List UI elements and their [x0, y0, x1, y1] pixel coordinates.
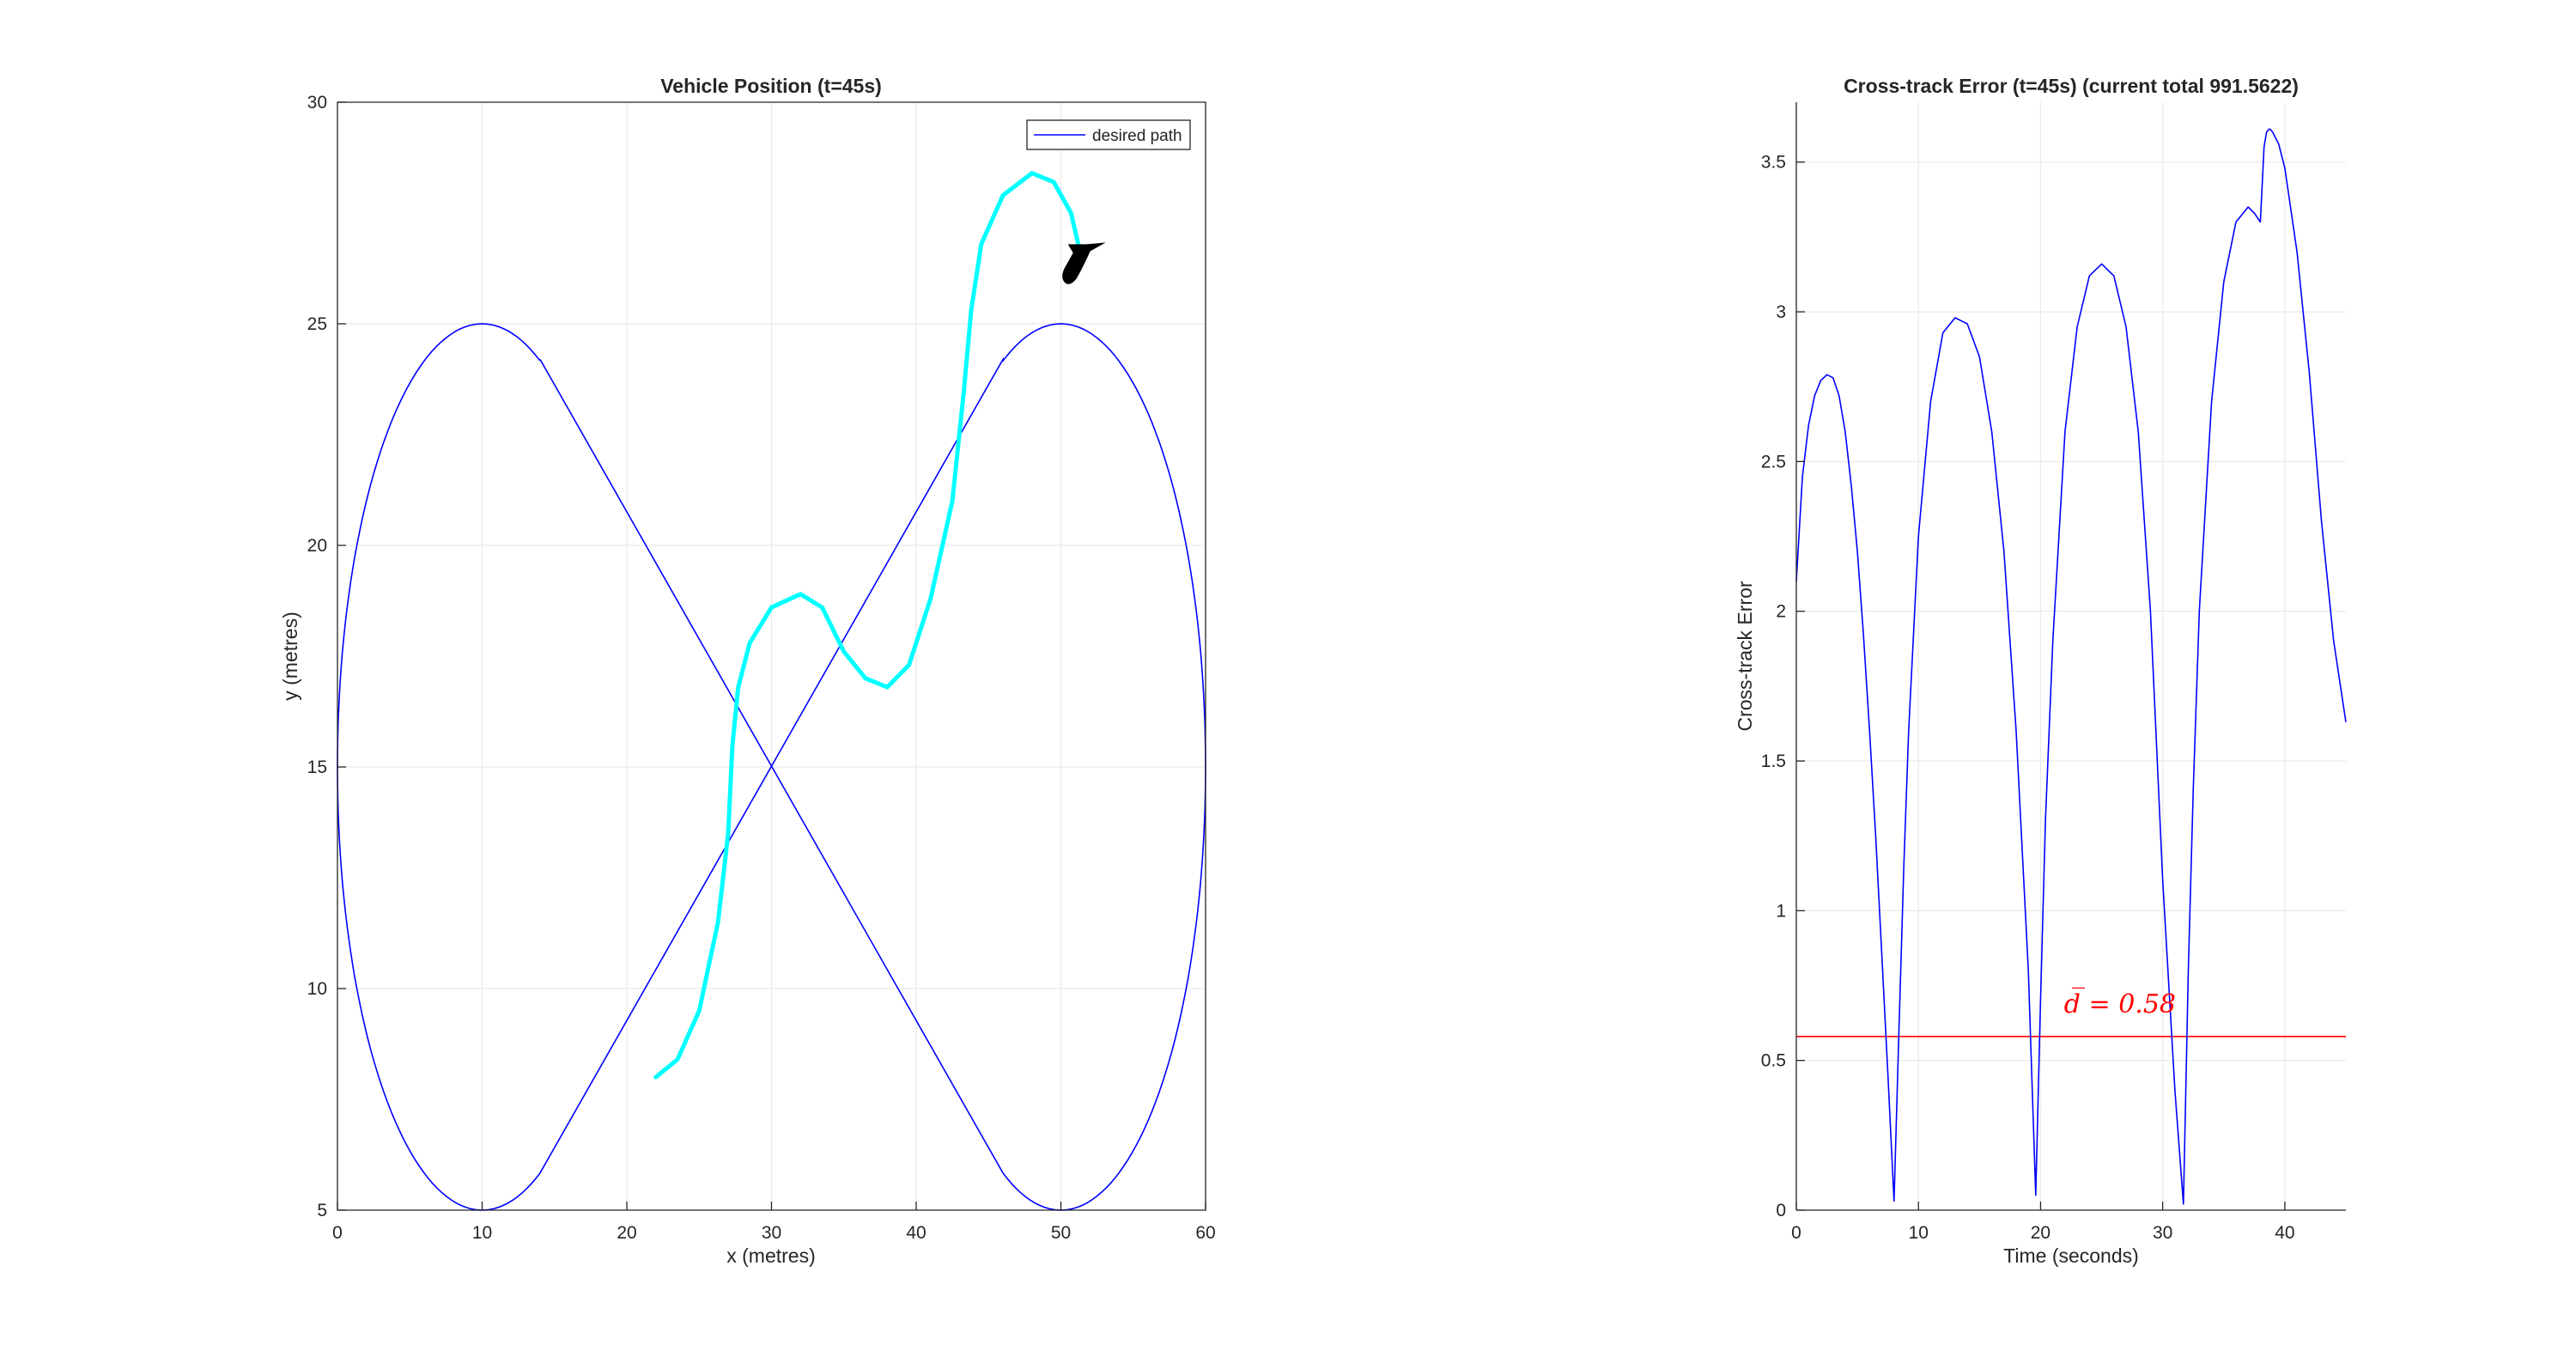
legend-entry-desired-path: desired path [1092, 127, 1182, 145]
vehicle-position-x-tick-label: 20 [617, 1223, 636, 1243]
cross-track-error-y-tick-label: 3 [1776, 302, 1786, 322]
cross-track-error-tick-labels: 0 10 20 30 40 0 0.5 1 1.5 2 2.5 3 3.5 [1761, 153, 2295, 1243]
cross-track-error-chart: 0 10 20 30 40 0 0.5 1 1.5 2 2.5 3 3.5 d̅ = 0.58 Cros… [1734, 75, 2347, 1267]
vehicle-marker [1062, 242, 1106, 284]
cross-track-error-xlabel: Time (seconds) [2003, 1245, 2139, 1267]
cross-track-error-axes-background [1796, 102, 2346, 1210]
vehicle-position-y-tick-label: 5 [317, 1201, 327, 1220]
cross-track-error-x-tick-label: 30 [2153, 1223, 2172, 1243]
cross-track-error-x-tick-label: 10 [1909, 1223, 1929, 1243]
vehicle-position-y-tick-label: 30 [307, 93, 327, 113]
vehicle-position-y-tick-label: 25 [307, 314, 327, 334]
vehicle-position-y-tick-label: 20 [307, 536, 327, 556]
error-polyline [1795, 128, 2347, 1205]
mean-error-annotation: d̅ = 0.58 [2064, 987, 2176, 1019]
vehicle-position-y-tick-label: 10 [307, 979, 327, 999]
cross-track-error-axes-box [1795, 102, 2346, 1211]
cross-track-error-title: Cross-track Error (t=45s) (current total… [1844, 75, 2299, 97]
cross-track-error-y-tick-label: 0.5 [1761, 1051, 1786, 1071]
vehicle-position-axes-box [337, 101, 1206, 1211]
vehicle-position-title: Vehicle Position (t=45s) [660, 75, 882, 97]
vehicle-position-axes-frame [337, 101, 1206, 1211]
cross-track-error-x-tick-label: 0 [1791, 1223, 1801, 1243]
cross-track-error-x-tick-label: 20 [2031, 1223, 2050, 1243]
cross-track-error-ylabel: Cross-track Error [1734, 581, 1756, 731]
vehicle-trajectory-line [653, 171, 1081, 1080]
vehicle-position-legend: desired path [1026, 119, 1191, 150]
vehicle-position-y-tick-label: 15 [307, 758, 327, 777]
cross-track-error-line [1795, 128, 2347, 1205]
vehicle-shape [1062, 242, 1106, 284]
vehicle-position-x-tick-label: 30 [762, 1223, 781, 1243]
cross-track-error-y-tick-label: 2.5 [1761, 452, 1786, 472]
vehicle-position-x-tick-label: 50 [1051, 1223, 1071, 1243]
desired-path-line [337, 323, 1206, 1211]
vehicle-position-x-tick-label: 0 [332, 1223, 343, 1243]
cross-track-error-y-tick-label: 3.5 [1761, 153, 1786, 173]
cross-track-error-x-tick-label: 40 [2275, 1223, 2294, 1243]
cross-track-error-y-tick-label: 0 [1776, 1201, 1786, 1220]
vehicle-position-x-tick-label: 40 [906, 1223, 926, 1243]
trajectory-polyline [653, 171, 1081, 1080]
vehicle-position-xlabel: x (metres) [726, 1245, 816, 1267]
vehicle-position-ylabel: y (metres) [279, 612, 301, 701]
vehicle-position-tick-labels: 0 10 20 30 40 50 60 5 10 15 20 25 30 [307, 93, 1216, 1243]
vehicle-position-x-tick-label: 10 [472, 1223, 492, 1243]
cross-track-error-y-tick-label: 1 [1776, 901, 1786, 921]
vehicle-position-chart: 0 10 20 30 40 50 60 5 10 15 20 25 30 Vehicle Positio… [279, 75, 1216, 1267]
cross-track-error-y-tick-label: 1.5 [1761, 752, 1786, 771]
vehicle-position-x-tick-label: 60 [1195, 1223, 1215, 1243]
desired-path-polyline [337, 323, 1206, 1211]
cross-track-error-y-tick-label: 2 [1776, 602, 1786, 622]
